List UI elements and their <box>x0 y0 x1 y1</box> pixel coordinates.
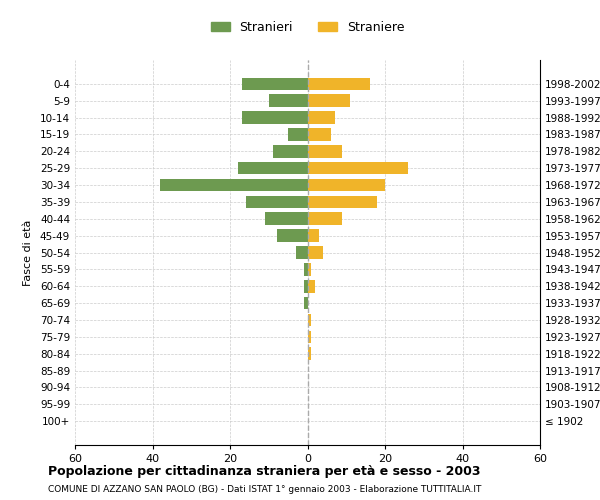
Text: COMUNE DI AZZANO SAN PAOLO (BG) - Dati ISTAT 1° gennaio 2003 - Elaborazione TUTT: COMUNE DI AZZANO SAN PAOLO (BG) - Dati I… <box>48 485 481 494</box>
Bar <box>308 111 335 124</box>
Bar <box>308 145 343 158</box>
Bar <box>308 330 311 343</box>
Bar <box>304 280 308 292</box>
Text: Popolazione per cittadinanza straniera per età e sesso - 2003: Popolazione per cittadinanza straniera p… <box>48 465 481 478</box>
Bar <box>308 78 370 90</box>
Bar <box>308 230 319 242</box>
Bar <box>308 246 323 259</box>
Bar <box>308 263 311 276</box>
Legend: Stranieri, Straniere: Stranieri, Straniere <box>206 16 409 39</box>
Bar <box>308 162 408 174</box>
Bar <box>308 94 350 107</box>
Bar <box>288 128 308 141</box>
Bar <box>304 263 308 276</box>
Bar <box>242 111 308 124</box>
Bar <box>308 128 331 141</box>
Y-axis label: Fasce di età: Fasce di età <box>23 220 33 286</box>
Bar <box>308 280 315 292</box>
Bar <box>160 178 308 192</box>
Bar <box>308 178 385 192</box>
Bar <box>308 314 311 326</box>
Bar <box>308 348 311 360</box>
Bar <box>245 196 308 208</box>
Bar <box>238 162 308 174</box>
Bar <box>242 78 308 90</box>
Bar <box>296 246 308 259</box>
Bar <box>269 94 308 107</box>
Bar <box>308 196 377 208</box>
Bar <box>277 230 308 242</box>
Bar <box>272 145 308 158</box>
Bar <box>308 212 343 225</box>
Bar <box>265 212 308 225</box>
Bar <box>304 297 308 310</box>
